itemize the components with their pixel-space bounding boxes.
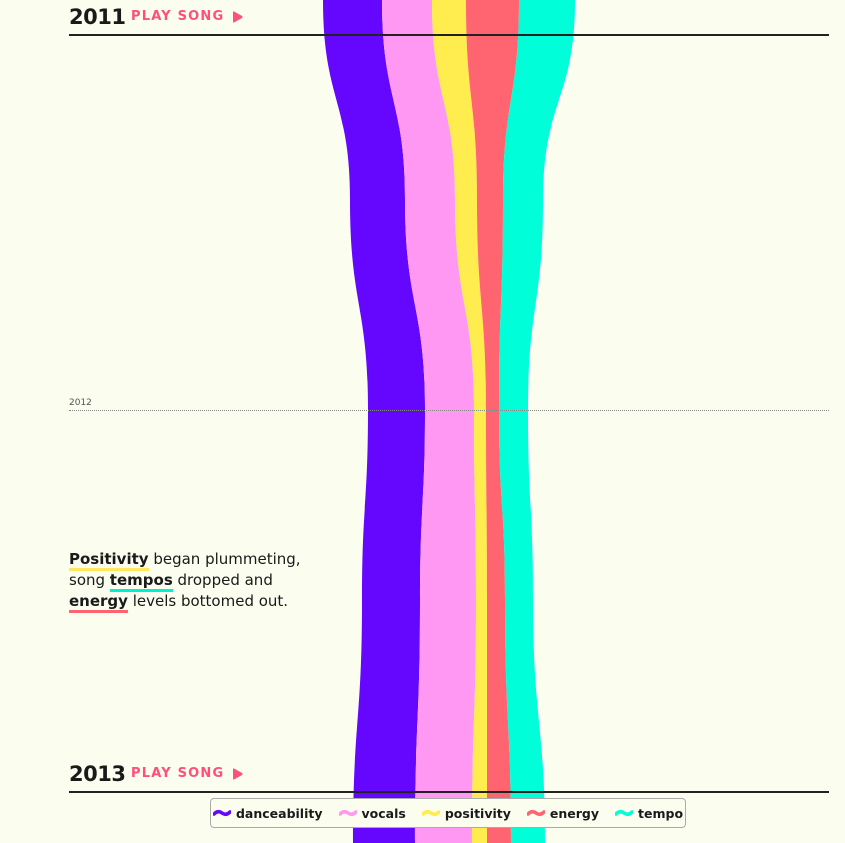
stream-band-tempo (499, 0, 575, 843)
stream-band-vocals (382, 0, 476, 843)
legend-item-tempo[interactable]: tempo (615, 806, 683, 821)
play-song-button[interactable]: PLAY SONG (131, 766, 243, 781)
play-icon (233, 767, 243, 780)
year-label: 2011 (69, 5, 126, 29)
year-header-2013: 2013 PLAY SONG (69, 757, 829, 793)
legend-label: energy (549, 805, 600, 821)
wave-icon (421, 809, 440, 817)
wave-icon (212, 809, 231, 817)
wave-icon (615, 809, 634, 817)
legend-label: tempo (638, 805, 684, 821)
year-label: 2012 (69, 398, 92, 408)
positivity-highlight: Positivity (69, 550, 149, 571)
energy-highlight: energy (69, 592, 128, 613)
annotation-part: levels bottomed out. (127, 592, 289, 610)
legend-item-vocals[interactable]: vocals (338, 805, 406, 821)
annotation-part: dropped and (172, 571, 273, 589)
stream-band-energy (466, 0, 519, 843)
annotation-text: Positivity began plummeting, song tempos… (69, 549, 309, 613)
wave-icon (338, 809, 357, 817)
year-header-2011: 2011 PLAY SONG (69, 0, 829, 36)
year-divider-2012 (69, 410, 829, 411)
legend-label: positivity (444, 805, 511, 821)
legend-label: danceability (235, 805, 323, 821)
wave-icon (526, 809, 545, 817)
legend: danceability vocals positivity energy tempo (210, 798, 686, 828)
legend-label: vocals (361, 805, 406, 821)
stream-band-positivity (432, 0, 487, 843)
year-label: 2013 (69, 762, 126, 786)
legend-item-danceability[interactable]: danceability (212, 805, 323, 821)
legend-item-energy[interactable]: energy (526, 805, 600, 821)
play-song-button[interactable]: PLAY SONG (131, 9, 243, 24)
legend-item-positivity[interactable]: positivity (421, 805, 511, 821)
play-icon (233, 10, 243, 23)
stream-band-danceability (323, 0, 425, 843)
tempo-highlight: tempos (109, 571, 173, 592)
annotation-part: began plummeting, song (69, 550, 301, 589)
